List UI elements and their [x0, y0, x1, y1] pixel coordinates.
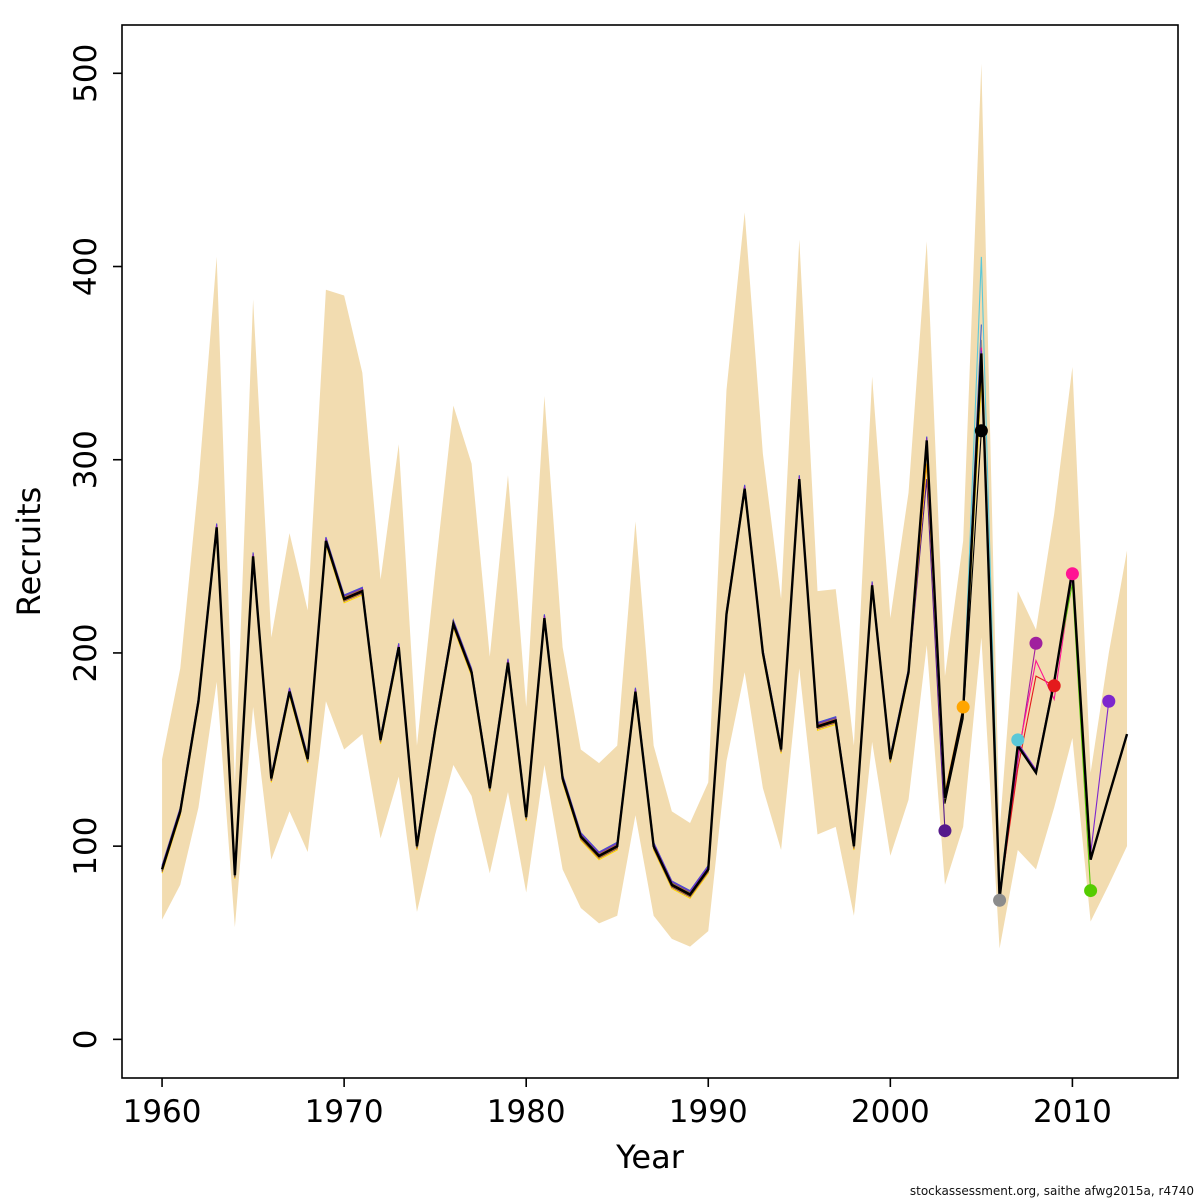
- x-tick-label: 1960: [123, 1094, 202, 1130]
- x-tick-label: 1970: [305, 1094, 384, 1130]
- x-axis-title: Year: [615, 1138, 685, 1176]
- retro-2008-dot: [1029, 636, 1043, 650]
- y-tick-label: 400: [68, 237, 104, 296]
- plot-box: [121, 24, 1179, 1079]
- base-run-line: [160, 353, 1129, 899]
- retro-2010-dot: [1065, 567, 1079, 581]
- source-attribution: stockassessment.org, saithe afwg2015a, r…: [909, 1184, 1194, 1198]
- retro-2011-dot: [1084, 884, 1098, 898]
- retro-2006-dot: [993, 893, 1007, 907]
- x-tick-label: 2010: [1033, 1094, 1112, 1130]
- terminal-dots: [938, 424, 1116, 907]
- retro-2003-dot: [938, 824, 952, 838]
- retro-2009-dot: [1047, 679, 1061, 693]
- retro-2012-dot: [1102, 694, 1116, 708]
- x-tick-label: 1980: [487, 1094, 566, 1130]
- confidence-band: [162, 63, 1128, 949]
- y-tick-label: 500: [68, 44, 104, 103]
- y-axis-title: Recruits: [10, 487, 48, 617]
- y-tick-label: 0: [68, 1029, 104, 1049]
- retro-2007-dot: [1011, 733, 1025, 747]
- y-tick-label: 300: [68, 430, 104, 489]
- y-tick-label: 100: [68, 817, 104, 876]
- retro-2004-dot: [956, 700, 970, 714]
- axes: 1960 1970 1980 1990 2000 2010 0 100 200 300 400 500…: [10, 44, 1112, 1176]
- x-tick-label: 2000: [851, 1094, 930, 1130]
- y-tick-label: 200: [68, 623, 104, 682]
- retro-2005-dot: [974, 424, 988, 438]
- x-tick-label: 1990: [669, 1094, 748, 1130]
